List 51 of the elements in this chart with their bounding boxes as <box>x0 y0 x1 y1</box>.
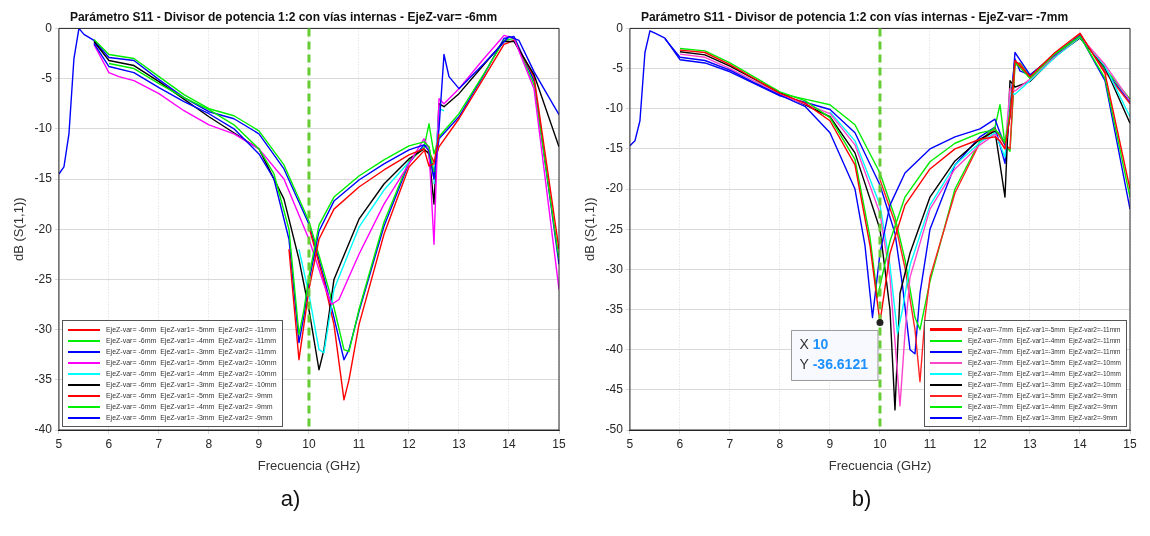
y-tick-label: 0 <box>45 20 53 35</box>
x-tick-label: 7 <box>726 436 734 451</box>
y-tick-label: -5 <box>612 60 624 75</box>
y-tick-label: -10 <box>605 101 624 116</box>
x-tick-label: 6 <box>676 436 684 451</box>
y-tick-label: -5 <box>41 70 53 85</box>
x-axis-title: Frecuencia (GHz) <box>828 457 932 473</box>
x-tick-label: 10 <box>302 436 316 451</box>
x-tick-label: 14 <box>502 436 516 451</box>
x-tick-label: 12 <box>402 436 416 451</box>
chart-title: Parámetro S11 - Divisor de potencia 1:2 con vías internas - EjeZ-var= -7mm <box>640 9 1069 24</box>
y-axis-title: dB (S(1,1)) <box>582 197 598 261</box>
text: b) <box>850 486 873 512</box>
y-axis-title: dB (S(1,1)) <box>11 197 27 261</box>
y-tick-label: -35 <box>605 301 624 316</box>
x-tick-label: 5 <box>626 436 634 451</box>
y-tick-label: -25 <box>34 271 53 286</box>
y-tick-label: -40 <box>605 341 624 356</box>
x-tick-label: 13 <box>452 436 466 451</box>
y-tick-label: -30 <box>34 321 53 336</box>
y-tick-label: -45 <box>605 382 624 397</box>
annotation: X 10 Y -36.6121 <box>799 336 869 373</box>
x-tick-label: 13 <box>1023 436 1037 451</box>
x-tick-label: 15 <box>1123 436 1137 451</box>
x-tick-label: 15 <box>552 436 566 451</box>
x-tick-label: 12 <box>973 436 987 451</box>
x-tick-label: 8 <box>776 436 784 451</box>
y-tick-label: -30 <box>605 261 624 276</box>
x-tick-label: 10 <box>873 436 887 451</box>
y-tick-label: -20 <box>34 221 53 236</box>
x-tick-label: 9 <box>255 436 263 451</box>
text: a) <box>279 486 302 512</box>
x-tick-label: 11 <box>923 436 937 451</box>
x-tick-label: 6 <box>105 436 113 451</box>
x-tick-label: 8 <box>205 436 213 451</box>
y-tick-label: -25 <box>605 221 624 236</box>
chart-title: Parámetro S11 - Divisor de potencia 1:2 con vías internas - EjeZ-var= -6mm <box>69 9 498 24</box>
x-tick-label: 7 <box>155 436 163 451</box>
y-tick-label: -50 <box>605 422 624 437</box>
x-tick-label: 14 <box>1073 436 1087 451</box>
y-tick-label: -15 <box>34 171 53 186</box>
y-tick-label: -35 <box>34 372 53 387</box>
x-tick-label: 5 <box>55 436 63 451</box>
y-tick-label: -40 <box>34 422 53 437</box>
y-tick-label: -10 <box>34 121 53 136</box>
y-tick-label: -15 <box>605 141 624 156</box>
x-tick-label: 9 <box>826 436 834 451</box>
x-axis-title: Frecuencia (GHz) <box>257 457 361 473</box>
y-tick-label: -20 <box>605 181 624 196</box>
x-tick-label: 11 <box>352 436 366 451</box>
y-tick-label: 0 <box>616 20 624 35</box>
